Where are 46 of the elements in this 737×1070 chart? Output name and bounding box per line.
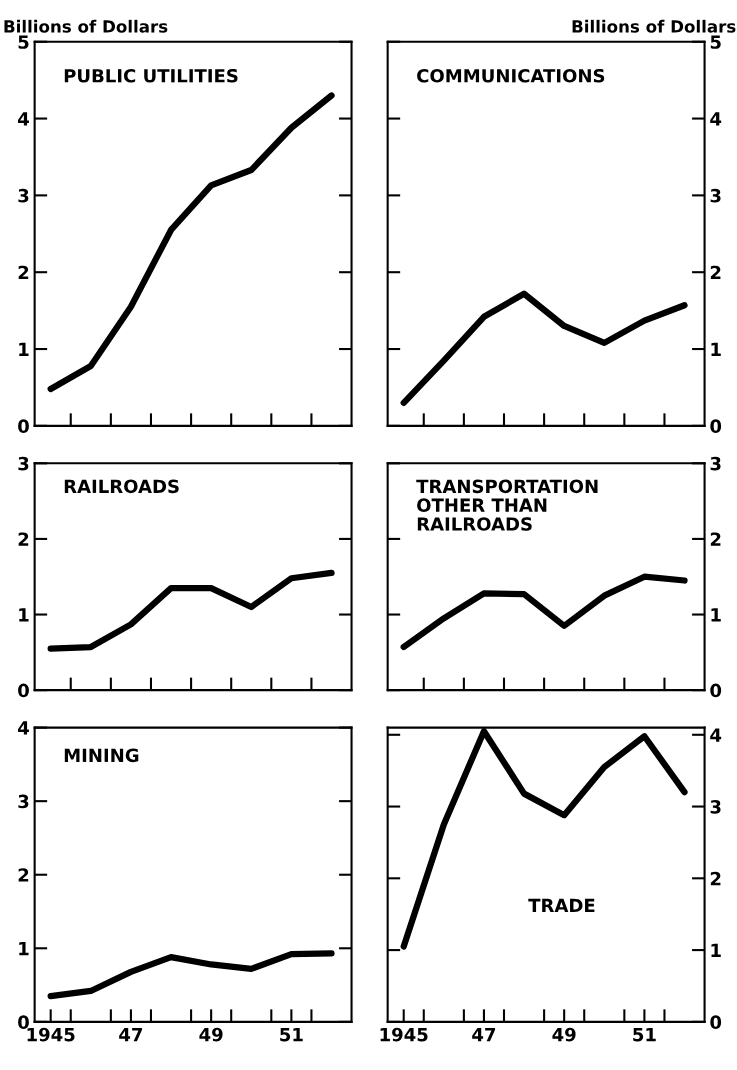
y-tick-label: 3 <box>710 188 721 203</box>
y-tick-label: 2 <box>18 532 29 546</box>
y-tick-label: 4 <box>18 112 29 126</box>
y-tick-label: 3 <box>18 188 29 203</box>
text: PUBLIC UTILITIES <box>64 68 238 83</box>
x-tick-label: 51 <box>280 1027 303 1042</box>
text: TRADE <box>528 898 595 912</box>
y-axis-title: Billions of Dollars <box>4 19 168 33</box>
y-tick-label: 1 <box>711 943 721 957</box>
y-tick-label: 0 <box>18 1015 29 1029</box>
y-tick-label: 1 <box>711 608 721 622</box>
y-tick-label: 2 <box>710 265 721 280</box>
y-tick-label: 4 <box>710 112 722 126</box>
y-axis-title: Billions of Dollars <box>572 19 736 33</box>
text: TRANSPORTATION OTHER THAN RAILROADS <box>416 479 598 531</box>
y-tick-label: 3 <box>18 794 29 809</box>
x-tick-label: 49 <box>199 1027 223 1042</box>
x-tick-label: 47 <box>119 1027 143 1042</box>
y-tick-label: 1 <box>19 342 29 356</box>
y-tick-label: 1 <box>19 608 29 622</box>
x-tick-label: 47 <box>472 1027 496 1042</box>
x-tick-label: 49 <box>552 1027 576 1042</box>
y-tick-label: 1 <box>19 941 29 956</box>
text: MINING <box>64 748 139 763</box>
y-tick-label: 5 <box>710 35 721 49</box>
y-tick-label: 3 <box>710 800 721 814</box>
y-tick-label: 0 <box>710 683 722 698</box>
y-tick-label: 4 <box>18 721 29 735</box>
y-tick-label: 0 <box>710 419 722 433</box>
x-tick-label: 1945 <box>27 1027 75 1042</box>
y-tick-label: 2 <box>18 265 29 280</box>
y-tick-label: 0 <box>710 1015 722 1029</box>
y-tick-label: 2 <box>710 871 721 886</box>
text: RAILROADS <box>64 479 179 494</box>
y-tick-label: 0 <box>18 419 29 433</box>
y-tick-label: 1 <box>711 342 721 356</box>
x-tick-label: 51 <box>633 1027 656 1042</box>
y-tick-label: 4 <box>710 728 722 742</box>
y-tick-label: 3 <box>710 456 721 471</box>
y-tick-label: 2 <box>710 532 721 546</box>
y-tick-label: 3 <box>18 456 29 471</box>
y-tick-label: 2 <box>18 868 29 882</box>
y-tick-label: 5 <box>18 35 29 49</box>
x-tick-label: 1945 <box>380 1027 428 1042</box>
text: COMMUNICATIONS <box>417 68 605 83</box>
y-tick-label: 0 <box>18 683 29 698</box>
